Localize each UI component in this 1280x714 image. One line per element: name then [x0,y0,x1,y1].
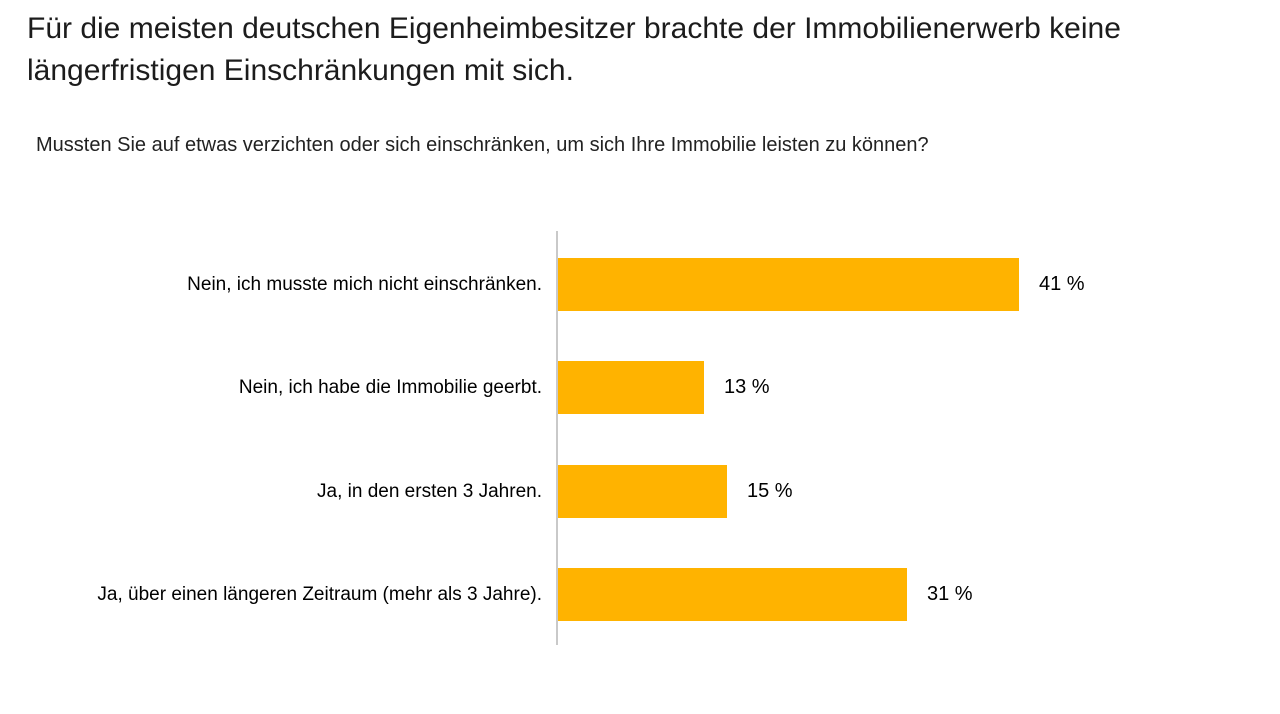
category-label: Ja, über einen längeren Zeitraum (mehr a… [97,584,542,605]
bar-row: Ja, über einen längeren Zeitraum (mehr a… [0,568,1280,621]
bar [558,361,704,414]
bar-row: Nein, ich musste mich nicht einschränken… [0,258,1280,311]
y-axis-line [556,231,558,645]
category-label: Nein, ich musste mich nicht einschränken… [187,274,542,295]
survey-question: Mussten Sie auf etwas verzichten oder si… [36,134,929,156]
category-label: Ja, in den ersten 3 Jahren. [317,481,542,502]
value-label: 31 % [927,583,973,605]
bar [558,465,727,518]
bar [558,568,907,621]
bar-row: Ja, in den ersten 3 Jahren. 15 % [0,465,1280,518]
page-title: Für die meisten deutschen Eigenheimbesit… [27,12,1121,87]
category-label: Nein, ich habe die Immobilie geerbt. [238,377,542,398]
value-label: 13 % [724,376,770,398]
bar-row: Nein, ich habe die Immobilie geerbt. 13 % [0,361,1280,414]
bar [558,258,1019,311]
value-label: 15 % [747,480,793,502]
value-label: 41 % [1039,273,1085,295]
